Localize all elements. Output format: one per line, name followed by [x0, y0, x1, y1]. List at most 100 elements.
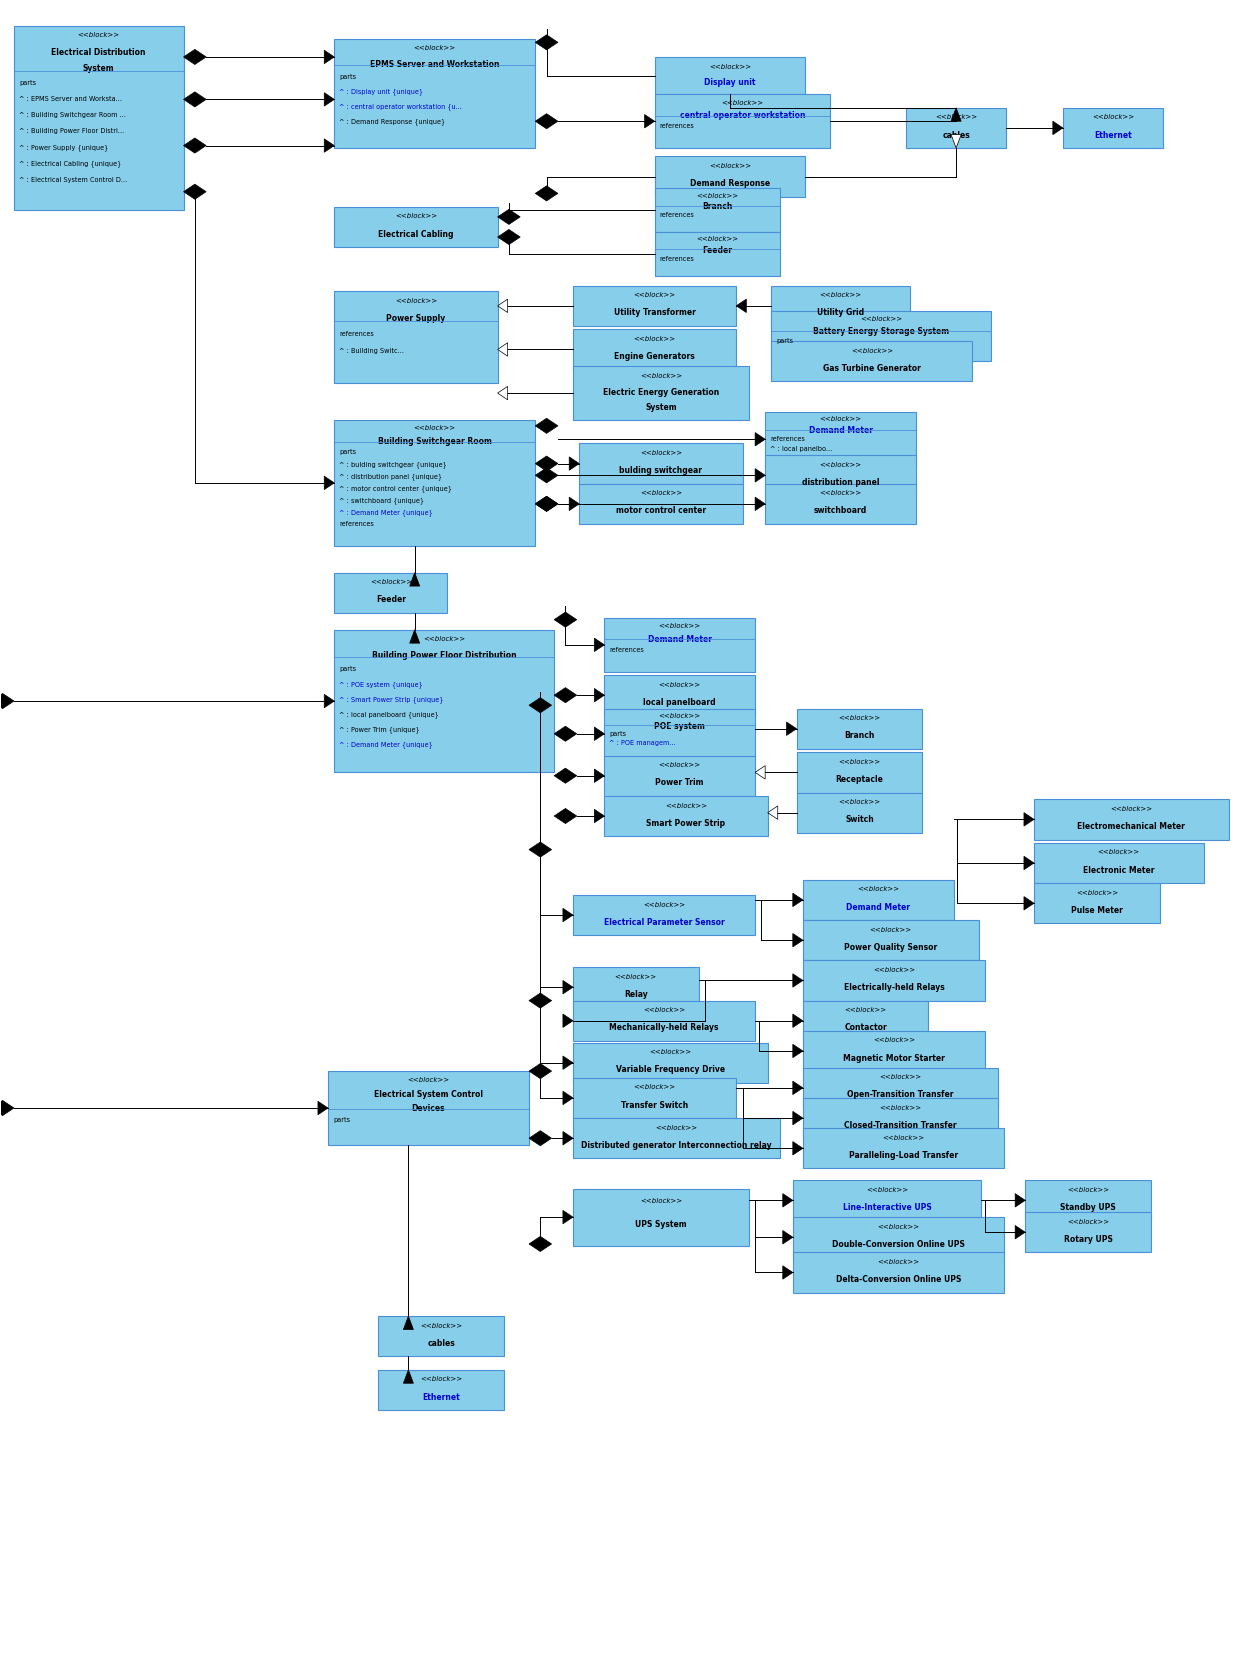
Text: <<block>>: <<block>>	[643, 900, 685, 907]
FancyBboxPatch shape	[573, 1001, 755, 1042]
Text: <<block>>: <<block>>	[658, 712, 701, 719]
Polygon shape	[951, 136, 961, 150]
Text: Delta-Conversion Online UPS: Delta-Conversion Online UPS	[836, 1275, 961, 1284]
FancyBboxPatch shape	[797, 709, 922, 749]
Polygon shape	[325, 94, 335, 108]
Text: ^ : Building Power Floor Distri...: ^ : Building Power Floor Distri...	[19, 128, 125, 134]
Text: Power Supply: Power Supply	[387, 314, 446, 323]
Text: ^ : Electrical Cabling {unique}: ^ : Electrical Cabling {unique}	[19, 161, 121, 168]
Text: ^ : POE managem...: ^ : POE managem...	[609, 739, 676, 746]
Text: parts: parts	[334, 1117, 350, 1122]
Polygon shape	[594, 810, 604, 823]
Polygon shape	[783, 1231, 793, 1245]
Text: <<block>>: <<block>>	[721, 99, 764, 106]
Polygon shape	[793, 894, 803, 907]
Text: Demand Meter: Demand Meter	[808, 427, 872, 435]
Polygon shape	[325, 477, 335, 491]
Polygon shape	[184, 185, 206, 200]
Polygon shape	[529, 1236, 551, 1252]
Text: ^ : motor control center {unique}: ^ : motor control center {unique}	[340, 486, 452, 492]
Text: <<block>>: <<block>>	[414, 45, 456, 50]
FancyBboxPatch shape	[579, 444, 743, 484]
Text: <<block>>: <<block>>	[614, 973, 657, 979]
FancyBboxPatch shape	[765, 455, 915, 496]
FancyBboxPatch shape	[772, 312, 991, 361]
Polygon shape	[409, 630, 419, 643]
Text: <<block>>: <<block>>	[395, 297, 437, 304]
Polygon shape	[554, 613, 577, 628]
Text: bulding switchgear: bulding switchgear	[619, 465, 703, 475]
Polygon shape	[563, 909, 573, 922]
Text: <<block>>: <<block>>	[838, 714, 880, 721]
Polygon shape	[783, 1267, 793, 1280]
Text: <<block>>: <<block>>	[640, 373, 682, 378]
Text: System: System	[83, 64, 115, 74]
FancyBboxPatch shape	[1025, 1181, 1151, 1221]
Text: <<block>>: <<block>>	[696, 193, 739, 198]
Polygon shape	[1024, 897, 1034, 911]
Polygon shape	[594, 638, 604, 652]
Text: <<block>>: <<block>>	[838, 758, 880, 764]
FancyBboxPatch shape	[803, 921, 978, 961]
Text: <<block>>: <<block>>	[665, 801, 708, 808]
Polygon shape	[793, 1082, 803, 1095]
Polygon shape	[409, 573, 419, 586]
Polygon shape	[529, 993, 551, 1008]
Text: ^ : Building Switchgear Room ...: ^ : Building Switchgear Room ...	[19, 113, 126, 118]
FancyBboxPatch shape	[1034, 843, 1204, 884]
Text: <<block>>: <<block>>	[78, 32, 120, 39]
Text: Double-Conversion Online UPS: Double-Conversion Online UPS	[832, 1240, 964, 1248]
Polygon shape	[563, 1015, 573, 1028]
FancyBboxPatch shape	[803, 961, 985, 1001]
FancyBboxPatch shape	[573, 1189, 749, 1247]
Polygon shape	[529, 842, 551, 857]
Polygon shape	[793, 974, 803, 988]
Polygon shape	[563, 1211, 573, 1225]
Text: Building Power Floor Distribution: Building Power Floor Distribution	[371, 650, 516, 660]
Polygon shape	[554, 810, 577, 825]
Text: <<block>>: <<block>>	[1066, 1218, 1109, 1225]
Text: <<block>>: <<block>>	[1075, 889, 1118, 895]
Text: <<block>>: <<block>>	[1092, 114, 1134, 121]
Text: central operator workstation: central operator workstation	[680, 111, 806, 121]
FancyBboxPatch shape	[378, 1369, 504, 1410]
Text: Variable Frequency Drive: Variable Frequency Drive	[616, 1065, 725, 1074]
Polygon shape	[529, 1131, 551, 1146]
Text: parts: parts	[609, 731, 627, 736]
Text: ^ : Electrical System Control D...: ^ : Electrical System Control D...	[19, 176, 127, 183]
Polygon shape	[403, 1369, 413, 1383]
Text: Distributed generator Interconnection relay: Distributed generator Interconnection re…	[582, 1141, 772, 1149]
Text: Electric Energy Generation: Electric Energy Generation	[603, 388, 719, 396]
Polygon shape	[783, 1194, 793, 1208]
Polygon shape	[325, 696, 335, 709]
FancyBboxPatch shape	[803, 1129, 1003, 1169]
FancyBboxPatch shape	[906, 109, 1006, 150]
Polygon shape	[737, 301, 747, 314]
Text: ^ : Display unit {unique}: ^ : Display unit {unique}	[340, 89, 423, 96]
Text: ^ : Power Supply {unique}: ^ : Power Supply {unique}	[19, 144, 108, 151]
Text: <<block>>: <<block>>	[643, 1006, 685, 1013]
Text: Battery Energy Storage System: Battery Energy Storage System	[813, 328, 949, 336]
FancyBboxPatch shape	[573, 1043, 768, 1084]
FancyBboxPatch shape	[1063, 109, 1163, 150]
Text: <<block>>: <<block>>	[845, 1006, 886, 1013]
Text: Receptacle: Receptacle	[836, 774, 884, 783]
FancyBboxPatch shape	[655, 59, 806, 96]
Text: <<block>>: <<block>>	[421, 1322, 462, 1327]
FancyBboxPatch shape	[335, 630, 554, 773]
FancyBboxPatch shape	[803, 1068, 997, 1109]
Text: <<block>>: <<block>>	[851, 348, 893, 353]
Text: local panelboard: local panelboard	[643, 697, 716, 706]
FancyBboxPatch shape	[573, 1079, 737, 1119]
Text: <<block>>: <<block>>	[421, 1376, 462, 1381]
Text: <<block>>: <<block>>	[870, 926, 912, 932]
Polygon shape	[0, 694, 14, 709]
Text: Mechanically-held Relays: Mechanically-held Relays	[609, 1023, 719, 1032]
FancyBboxPatch shape	[765, 484, 915, 524]
Text: <<block>>: <<block>>	[1066, 1186, 1109, 1193]
Text: Electromechanical Meter: Electromechanical Meter	[1078, 822, 1185, 830]
FancyBboxPatch shape	[1034, 800, 1229, 840]
Text: references: references	[771, 435, 805, 442]
Polygon shape	[563, 981, 573, 995]
FancyBboxPatch shape	[797, 753, 922, 793]
